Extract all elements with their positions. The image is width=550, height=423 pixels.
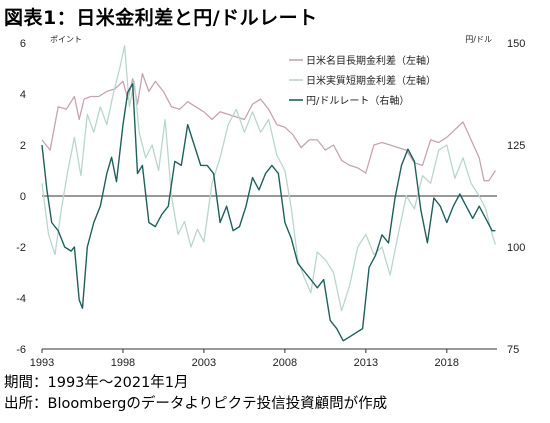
left-axis-tick-label: 0 bbox=[20, 191, 26, 203]
figure-title: 図表1：日米金利差と円/ドルレート bbox=[4, 7, 318, 29]
right-axis-tick-label: 125 bbox=[507, 140, 525, 152]
x-axis-tick-label: 2018 bbox=[435, 357, 459, 369]
right-axis-tick-label: 100 bbox=[507, 242, 525, 254]
right-axis-unit: 円/ドル bbox=[465, 35, 492, 44]
x-axis-tick-label: 2008 bbox=[273, 357, 297, 369]
right-axis-tick-label: 75 bbox=[507, 344, 519, 356]
left-axis-tick-label: -2 bbox=[16, 242, 26, 254]
left-axis-tick-label: -6 bbox=[16, 344, 26, 356]
line-chart: 6 4 2 0 -2 -4 -6 150 125 100 75 1993 1998 2003 2008 201… bbox=[16, 35, 525, 369]
x-axis-tick-label: 2013 bbox=[354, 357, 378, 369]
chart-axes: 6 4 2 0 -2 -4 -6 150 125 100 75 1993 1998 2003 2008 201… bbox=[16, 35, 525, 369]
left-axis-tick-label: -4 bbox=[16, 293, 26, 305]
series-line-3 bbox=[41, 83, 496, 342]
right-axis-tick-label: 150 bbox=[507, 38, 525, 50]
chart-series bbox=[41, 44, 497, 342]
series-line-2 bbox=[41, 44, 497, 312]
chart-notes: 期間：1993年～2021年1月 出所：Bloombergのデータよりピクテ投信… bbox=[4, 373, 387, 415]
legend-label: 日米実質短期金利差（左軸） bbox=[306, 74, 436, 87]
left-axis-tick-label: 6 bbox=[20, 38, 26, 50]
left-axis-unit: ポイント bbox=[50, 35, 82, 44]
x-axis-tick-label: 1993 bbox=[30, 357, 54, 369]
legend-label: 円/ドルレート（右軸） bbox=[306, 94, 409, 107]
source-note: 出所：Bloombergのデータよりピクテ投信投資顧問が作成 bbox=[4, 396, 388, 412]
x-axis-tick-label: 1998 bbox=[111, 357, 135, 369]
x-axis-tick-label: 2003 bbox=[192, 357, 216, 369]
left-axis-tick-label: 4 bbox=[20, 89, 26, 101]
period-note: 期間：1993年～2021年1月 bbox=[4, 375, 189, 391]
chart-legend: 日米名目長期金利差（左軸） 日米実質短期金利差（左軸） 円/ドルレート（右軸） bbox=[289, 54, 436, 107]
left-axis-tick-label: 2 bbox=[20, 140, 26, 152]
legend-label: 日米名目長期金利差（左軸） bbox=[306, 54, 436, 67]
